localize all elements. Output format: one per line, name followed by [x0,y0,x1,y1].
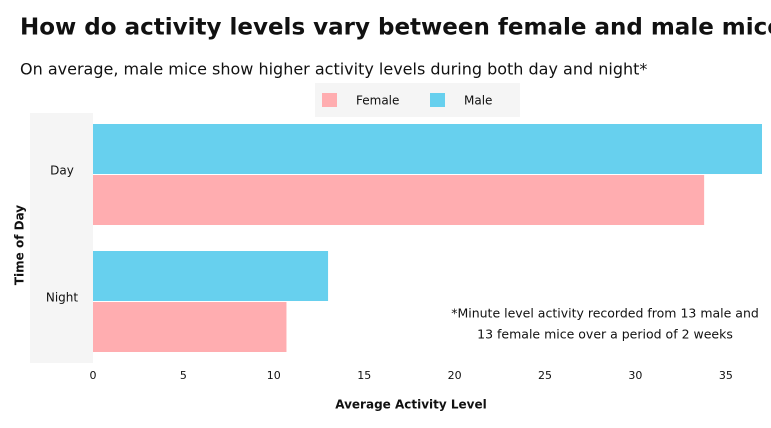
bar [93,124,762,174]
x-tick-label: 5 [180,369,187,382]
bar [93,302,287,352]
x-tick-label: 30 [628,369,642,382]
x-tick-label: 20 [448,369,462,382]
legend-label: Female [356,94,399,108]
bar [93,251,329,301]
legend-swatch [322,93,337,107]
x-tick-label: 25 [538,369,552,382]
y-tick-label: Day [50,164,74,178]
x-tick-label: 0 [90,369,97,382]
bar [93,175,705,225]
annotation: *Minute level activity recorded from 13 … [451,306,759,321]
legend-label: Male [464,94,492,108]
x-tick-label: 35 [719,369,733,382]
x-tick-label: 15 [357,369,371,382]
legend-swatch [430,93,445,107]
legend-background [315,83,520,117]
chart-subtitle: On average, male mice show higher activi… [20,60,647,79]
annotation: 13 female mice over a period of 2 weeks [477,327,733,342]
x-axis-title: Average Activity Level [335,398,487,412]
y-axis-title: Time of Day [13,205,27,285]
y-tick-label: Night [46,291,79,305]
axis-panel [30,113,93,363]
chart-title: How do activity levels vary between fema… [20,15,771,41]
x-tick-label: 10 [267,369,281,382]
